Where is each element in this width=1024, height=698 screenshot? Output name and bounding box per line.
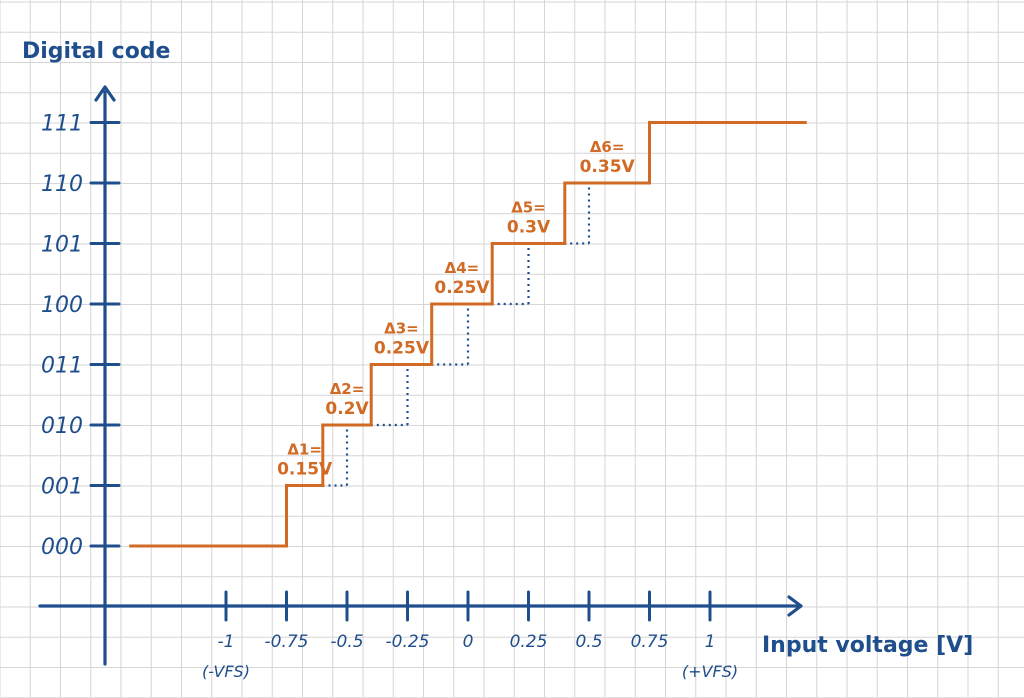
y-tick-label: 101 [41, 233, 83, 258]
x-tick-sublabel: (-VFS) [202, 662, 250, 681]
actual-staircase-line [129, 121, 807, 548]
y-tick-label: 011 [41, 354, 83, 379]
y-tick-label: 110 [41, 172, 83, 197]
y-tick-label: 010 [41, 414, 83, 439]
delta-label: Δ6= [590, 138, 625, 156]
y-tick-label: 111 [41, 112, 83, 137]
delta-label: Δ2= [330, 380, 365, 398]
x-tick-label: -0.5 [330, 632, 363, 652]
y-tick-label: 001 [41, 475, 83, 500]
x-tick-label: 0 [463, 632, 474, 652]
x-tick-label: 0.75 [631, 632, 669, 652]
delta-label: Δ4= [445, 259, 480, 277]
x-tick-label: 1 [705, 632, 716, 652]
axes [38, 85, 803, 666]
x-tick-label: -1 [218, 632, 235, 652]
delta-value: 0.25V [434, 278, 490, 298]
y-tick-label: 100 [41, 293, 83, 318]
delta-value: 0.2V [325, 399, 369, 419]
x-tick-label: -0.75 [265, 632, 309, 652]
delta-label: Δ1= [287, 441, 322, 459]
delta-value: 0.25V [374, 339, 430, 359]
x-tick-label: -0.25 [386, 632, 430, 652]
x-tick-label: 0.5 [575, 632, 602, 652]
actual-staircase [129, 121, 807, 548]
x-tick-label: 0.25 [510, 632, 548, 652]
delta-value: 0.35V [580, 157, 636, 177]
delta-label: Δ5= [511, 199, 546, 217]
y-tick-label: 000 [41, 535, 83, 560]
delta-value: 0.15V [277, 460, 333, 480]
y-axis-arrow-icon [94, 85, 116, 102]
x-axis-arrow-icon [787, 595, 803, 617]
x-axis-title: Input voltage [V] [762, 633, 973, 658]
delta-value: 0.3V [507, 218, 551, 238]
x-tick-sublabel: (+VFS) [682, 662, 738, 681]
delta-label: Δ3= [384, 320, 419, 338]
labels: 000 001 010 011 100 101 110 111 -1 (-VFS) -0.75 -0.… [22, 39, 973, 681]
y-axis-title: Digital code [22, 39, 170, 64]
